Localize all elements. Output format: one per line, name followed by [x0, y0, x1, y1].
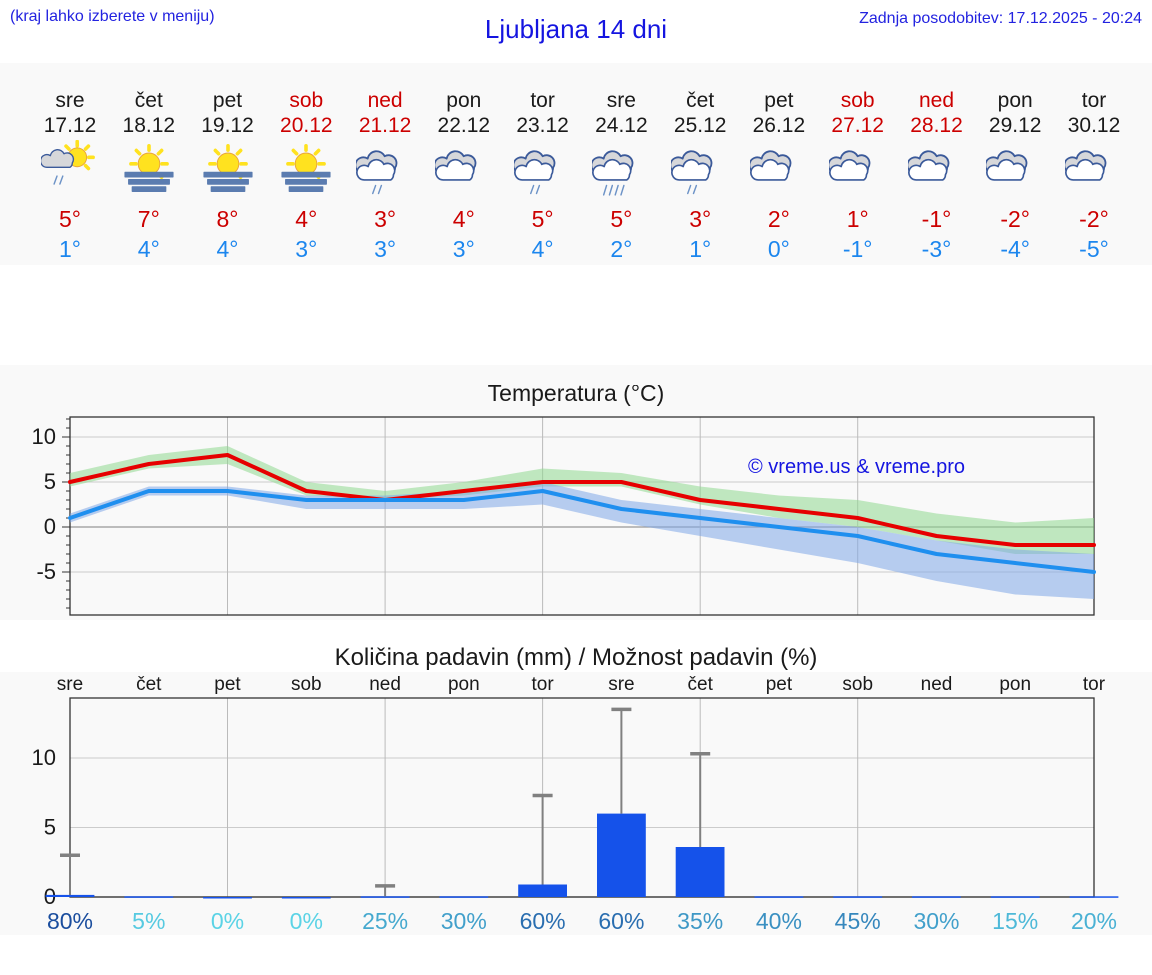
svg-text:ned: ned	[921, 674, 953, 695]
svg-text:20%: 20%	[1071, 908, 1117, 934]
svg-text:čet: čet	[688, 674, 714, 695]
svg-text:pon: pon	[999, 674, 1031, 695]
svg-text:-5: -5	[36, 559, 56, 584]
svg-text:80%: 80%	[47, 908, 93, 934]
svg-text:5: 5	[44, 469, 56, 494]
svg-text:pet: pet	[766, 674, 793, 695]
svg-text:5: 5	[44, 815, 56, 840]
svg-text:Količina padavin (mm) / Možnos: Količina padavin (mm) / Možnost padavin …	[335, 645, 818, 671]
svg-text:60%: 60%	[598, 908, 644, 934]
svg-text:tor: tor	[532, 674, 555, 695]
svg-text:pon: pon	[448, 674, 480, 695]
svg-text:25%: 25%	[362, 908, 408, 934]
svg-text:© vreme.us & vreme.pro: © vreme.us & vreme.pro	[748, 456, 965, 478]
svg-text:sob: sob	[842, 674, 873, 695]
svg-text:30%: 30%	[913, 908, 959, 934]
svg-text:10: 10	[32, 745, 56, 770]
svg-text:pet: pet	[214, 674, 241, 695]
svg-text:15%: 15%	[992, 908, 1038, 934]
svg-text:0%: 0%	[290, 908, 323, 934]
svg-text:60%: 60%	[520, 908, 566, 934]
svg-text:0: 0	[44, 514, 56, 539]
svg-text:30%: 30%	[441, 908, 487, 934]
svg-text:10: 10	[32, 424, 56, 449]
svg-text:ned: ned	[369, 674, 401, 695]
svg-text:0%: 0%	[211, 908, 244, 934]
svg-text:čet: čet	[136, 674, 162, 695]
svg-text:sre: sre	[57, 674, 83, 695]
svg-text:tor: tor	[1083, 674, 1106, 695]
svg-text:sob: sob	[291, 674, 322, 695]
svg-text:sre: sre	[608, 674, 634, 695]
svg-text:5%: 5%	[132, 908, 165, 934]
svg-text:35%: 35%	[677, 908, 723, 934]
svg-text:Temperatura (°C): Temperatura (°C)	[488, 385, 665, 406]
svg-text:45%: 45%	[835, 908, 881, 934]
svg-text:40%: 40%	[756, 908, 802, 934]
